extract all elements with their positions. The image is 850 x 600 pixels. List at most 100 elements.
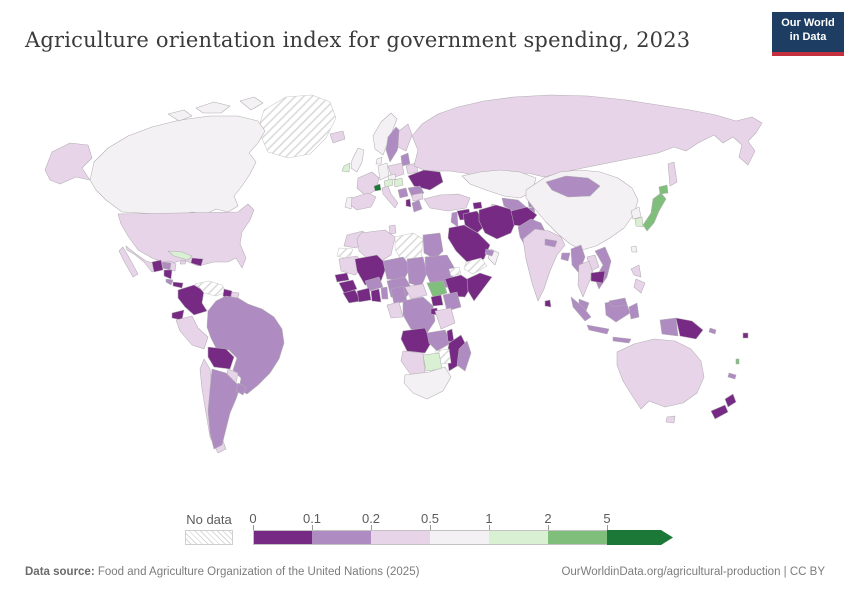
country-malaysia-borneo[interactable]: Malaysia: [608, 297, 628, 308]
country-benin[interactable]: Benin: [380, 286, 389, 300]
country-algeria[interactable]: Algeria: [356, 229, 396, 266]
country-canada[interactable]: Canada: [89, 115, 266, 217]
country-uk[interactable]: United Kingdom: [350, 147, 365, 173]
country-botswana[interactable]: Botswana: [422, 352, 443, 372]
country-serbia[interactable]: Serbia: [397, 187, 409, 199]
country-cote-divoire[interactable]: Cote d'Ivoire: [356, 287, 372, 303]
country-saudi-arabia[interactable]: Saudi Arabia: [447, 224, 491, 264]
country-philippines[interactable]: Philippines: [630, 264, 642, 278]
country-jordan[interactable]: Jordan: [450, 211, 459, 228]
country-austria[interactable]: Austria: [383, 178, 394, 188]
country-spain[interactable]: Spain: [348, 192, 377, 211]
country-zambia[interactable]: Zambia: [426, 329, 452, 352]
country-taiwan[interactable]: Taiwan: [630, 245, 638, 253]
country-vanuatu[interactable]: Vanuatu: [735, 358, 740, 365]
country-indonesia-papua[interactable]: Indonesia: [659, 317, 679, 337]
country-nepal[interactable]: Nepal: [544, 238, 558, 248]
country-canada-arctic[interactable]: Canada: [239, 96, 264, 111]
country-germany[interactable]: Germany: [377, 162, 390, 181]
country-senegal[interactable]: Senegal: [334, 272, 350, 283]
country-usa[interactable]: United States: [117, 203, 255, 269]
country-eritrea[interactable]: Eritrea: [448, 266, 462, 277]
country-australia[interactable]: Australia: [616, 338, 705, 410]
country-peru[interactable]: Peru: [175, 315, 209, 350]
country-niger[interactable]: Niger: [382, 256, 412, 282]
country-iran[interactable]: Iran: [478, 204, 518, 240]
country-indonesia-lesser-sunda[interactable]: Indonesia: [612, 336, 632, 344]
country-turkey[interactable]: Turkey: [423, 193, 471, 212]
country-indonesia-sulawesi[interactable]: Indonesia: [628, 302, 640, 320]
country-greenland[interactable]: Greenland: [257, 94, 337, 159]
legend-bin-5+[interactable]: [607, 530, 673, 545]
legend-bin-0.5–1[interactable]: [430, 530, 489, 545]
country-kazakhstan[interactable]: Kazakhstan: [461, 169, 537, 199]
country-cambodia[interactable]: Cambodia: [590, 270, 606, 284]
country-russia[interactable]: Russia: [411, 94, 763, 182]
country-namibia[interactable]: Namibia: [400, 350, 426, 376]
country-burkina-faso[interactable]: Burkina Faso: [364, 276, 384, 292]
country-uganda[interactable]: Uganda: [430, 294, 444, 307]
country-bangladesh[interactable]: Bangladesh: [560, 252, 571, 262]
country-uruguay[interactable]: Uruguay: [235, 382, 247, 396]
country-madagascar[interactable]: Madagascar: [456, 340, 472, 372]
country-egypt[interactable]: Egypt: [422, 232, 444, 260]
country-russia-sakhalin[interactable]: Russia: [667, 161, 678, 187]
country-thailand[interactable]: Thailand: [577, 260, 594, 298]
country-kenya[interactable]: Kenya: [442, 291, 462, 312]
country-solomon-islands[interactable]: Solomon Islands: [708, 327, 717, 335]
country-new-caledonia[interactable]: New Caledonia: [727, 372, 737, 380]
country-ireland[interactable]: Ireland: [341, 162, 351, 173]
country-nicaragua[interactable]: Nicaragua: [163, 269, 173, 280]
country-canada-arctic[interactable]: Canada: [167, 109, 193, 122]
country-japan[interactable]: Japan: [642, 192, 667, 232]
country-india[interactable]: India: [522, 228, 566, 302]
country-dominican-republic[interactable]: Dominican Republic: [190, 257, 204, 267]
country-guinea[interactable]: Guinea: [338, 279, 358, 294]
country-south-korea[interactable]: South Korea: [634, 216, 644, 228]
country-denmark[interactable]: Denmark: [375, 156, 383, 165]
legend-bin-0.1–0.2[interactable]: [312, 530, 371, 545]
country-australia-tasmania[interactable]: Australia: [665, 415, 676, 424]
country-costa-rica[interactable]: Costa Rica: [165, 278, 174, 286]
country-switzerland[interactable]: Switzerland: [373, 183, 382, 192]
country-iceland[interactable]: Iceland: [329, 130, 346, 144]
country-greece[interactable]: Greece: [411, 199, 423, 213]
country-japan-hokkaido[interactable]: Japan: [658, 184, 669, 195]
country-baltics[interactable]: Lithuania: [400, 152, 411, 167]
country-mexico-baja[interactable]: Mexico: [118, 246, 139, 278]
country-indonesia-java[interactable]: Indonesia: [586, 324, 610, 335]
country-bolivia[interactable]: Bolivia: [207, 346, 235, 370]
country-poland[interactable]: Poland: [387, 162, 405, 179]
country-azerbaijan[interactable]: Azerbaijan: [472, 201, 483, 210]
country-colombia[interactable]: Colombia: [177, 284, 208, 316]
country-cuba[interactable]: Cuba: [167, 250, 193, 261]
footer-attribution-link[interactable]: OurWorldinData.org/agricultural-producti…: [561, 566, 825, 578]
country-bulgaria[interactable]: Bulgaria: [411, 192, 424, 202]
country-indonesia-sumatra[interactable]: Indonesia: [570, 296, 592, 322]
country-tanzania[interactable]: Tanzania: [434, 307, 456, 330]
country-norway[interactable]: Norway: [372, 112, 398, 156]
country-papua-new-guinea[interactable]: Papua New Guinea: [675, 317, 704, 340]
country-new-zealand-south[interactable]: New Zealand: [710, 404, 729, 420]
country-honduras[interactable]: Honduras: [161, 261, 172, 271]
country-finland[interactable]: Finland: [397, 123, 413, 152]
legend-bin-0.2–0.5[interactable]: [371, 530, 430, 545]
country-venezuela[interactable]: Venezuela: [194, 280, 227, 297]
country-guatemala[interactable]: Guatemala: [151, 259, 164, 273]
legend-bin-1–2[interactable]: [489, 530, 548, 545]
country-usa-alaska[interactable]: United States: [44, 142, 93, 185]
legend-bin-0–0.1[interactable]: [253, 530, 312, 545]
country-tunisia[interactable]: Tunisia: [388, 224, 397, 235]
country-gabon[interactable]: Gabon: [386, 301, 404, 319]
country-italy[interactable]: Italy: [381, 185, 399, 209]
country-south-sudan[interactable]: South Sudan: [426, 280, 448, 298]
country-portugal[interactable]: Portugal: [344, 196, 353, 210]
no-data-swatch[interactable]: [185, 530, 233, 545]
country-argentina[interactable]: Argentina: [207, 368, 241, 450]
country-car[interactable]: Central African Republic: [404, 283, 428, 300]
country-new-zealand-north[interactable]: New Zealand: [724, 393, 737, 408]
country-sweden[interactable]: Sweden: [385, 126, 403, 163]
country-chad[interactable]: Chad: [406, 256, 428, 288]
country-mongolia[interactable]: Mongolia: [545, 175, 601, 198]
country-yemen[interactable]: Yemen: [463, 257, 488, 275]
